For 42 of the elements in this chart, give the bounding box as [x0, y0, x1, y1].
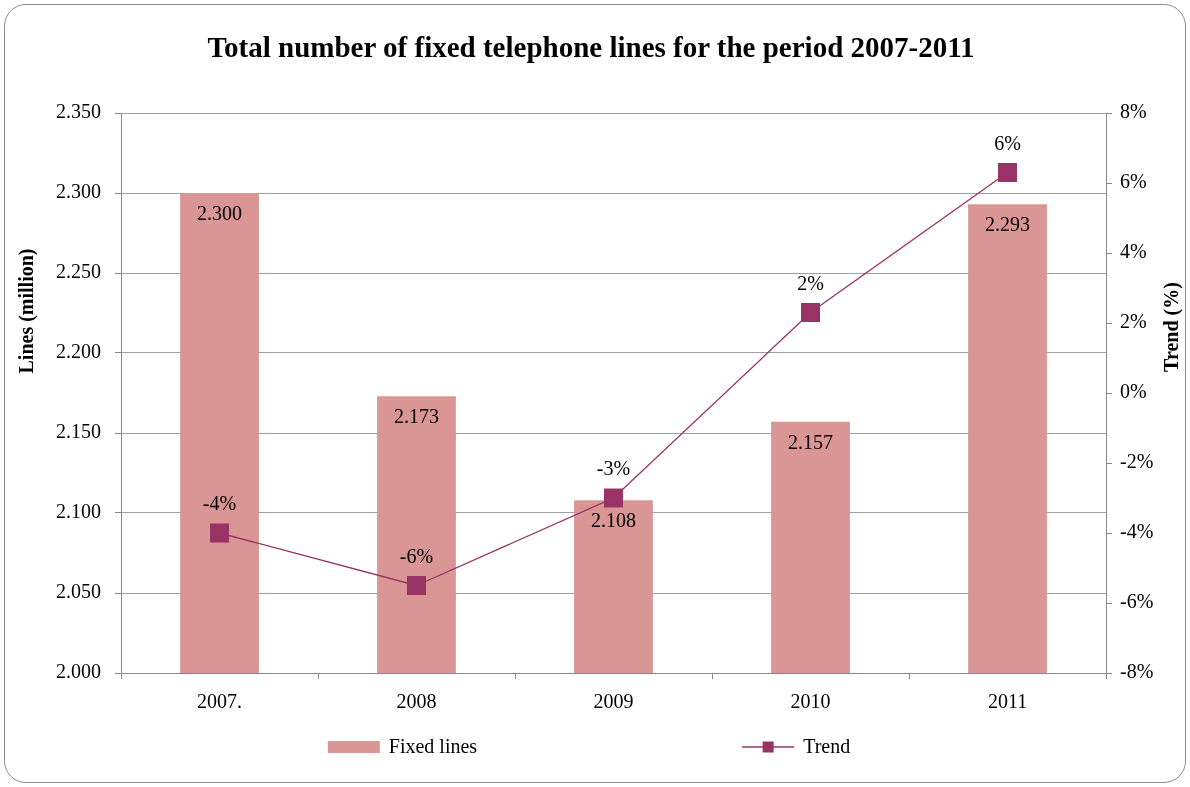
point [998, 163, 1017, 182]
y-tick-label: 2.300 [56, 180, 101, 203]
data-label: -3% [596, 457, 631, 480]
data-label: -6% [399, 544, 434, 567]
data-label: 2.293 [985, 213, 1030, 236]
data-label: 2.173 [394, 405, 439, 428]
y-tick-label: 2.200 [56, 340, 101, 363]
y-tick-label: 2.050 [56, 580, 101, 603]
y-tick-label: 2.100 [56, 500, 101, 523]
point [407, 576, 426, 595]
data-label: 2.300 [197, 202, 242, 225]
y2-tick-label: -4% [1120, 520, 1154, 543]
y-tick-label: 2.350 [56, 100, 101, 123]
x-tick-label: 2007. [197, 690, 242, 713]
x-tick-label: 2008 [396, 690, 437, 713]
y2-axis-title: Trend (%) [1160, 282, 1184, 372]
y2-tick-label: -2% [1120, 450, 1154, 473]
data-label: 2.108 [591, 509, 636, 532]
data-label: 6% [994, 131, 1021, 154]
data-label: 2.157 [788, 431, 833, 454]
legend-label: Trend [803, 735, 851, 758]
legend-label: Fixed lines [388, 735, 478, 758]
chart-title: Total number of fixed telephone lines for the period 2007-2011 [207, 31, 975, 64]
y2-tick-label: -8% [1120, 660, 1154, 683]
y-tick-label: 2.250 [56, 260, 101, 283]
x-tick-label: 2010 [790, 690, 831, 713]
y2-tick-label: 2% [1120, 310, 1147, 333]
point [210, 523, 229, 543]
data-label: -4% [202, 492, 237, 515]
y2-tick-label: 6% [1120, 170, 1147, 193]
y2-tick-label: 8% [1120, 100, 1147, 123]
y2-tick-label: 0% [1120, 380, 1147, 403]
data-label: 2% [797, 271, 824, 294]
x-tick-label: 2009 [593, 690, 634, 713]
y-tick-label: 2.150 [56, 420, 101, 443]
point [801, 303, 820, 322]
y-axis-title: Lines (million) [15, 248, 39, 374]
y-tick-label: 2.000 [56, 660, 101, 683]
y2-tick-label: 4% [1120, 240, 1147, 263]
y2-tick-label: -6% [1120, 590, 1154, 613]
point [604, 488, 623, 508]
x-tick-label: 2011 [987, 690, 1028, 713]
